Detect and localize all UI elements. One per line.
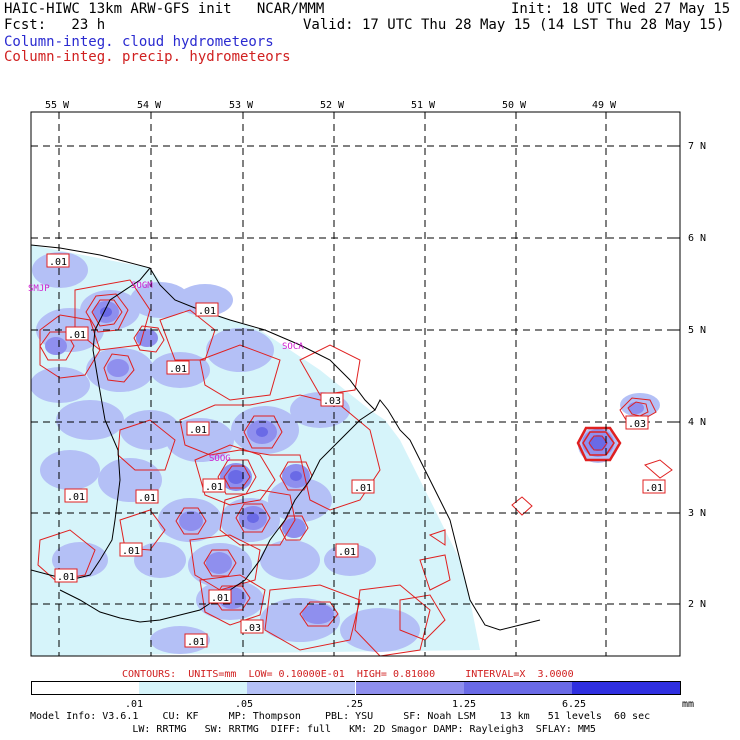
lon-label: 52 W — [320, 100, 345, 111]
coastline — [31, 244, 541, 631]
contour-label: .01 — [211, 593, 229, 604]
model-info-line2: LW: RRTMG SW: RRTMG DIFF: full KM: 2D Sm… — [30, 724, 596, 735]
forecast-hour: Fcst: 23 h — [4, 17, 106, 33]
contour-label-box — [642, 479, 666, 494]
contour-label-box — [46, 253, 70, 268]
contour-label-box — [240, 619, 264, 634]
lon-label: 51 W — [411, 100, 436, 111]
contour-label: .01 — [57, 572, 75, 583]
contour-label: .03 — [323, 396, 341, 407]
contour-label-box — [186, 421, 210, 436]
contour-label-box — [320, 392, 344, 407]
contour-label-box — [54, 568, 78, 583]
lon-label: 49 W — [592, 100, 617, 111]
precip-cell-offshore — [576, 426, 622, 462]
colorbar-unit: mm — [682, 699, 695, 710]
contour-label: .01 — [169, 364, 187, 375]
contour-label: .01 — [122, 546, 140, 557]
station-label: SOCA — [282, 342, 304, 352]
contour-label: .01 — [354, 483, 372, 494]
contour-label: .03 — [628, 419, 646, 430]
station-label: SOGM — [131, 281, 153, 291]
contour-label-box — [65, 326, 89, 341]
lat-label: 7 N — [688, 141, 707, 152]
colorbar-tick: 6.25 — [562, 699, 587, 710]
lon-label: 53 W — [229, 100, 254, 111]
lat-label: 3 N — [688, 508, 707, 519]
contour-info: CONTOURS: UNITS=mm LOW= 0.10000E-01 HIGH… — [122, 667, 574, 682]
contour-label: .01 — [205, 482, 223, 493]
colorbar-tick: .01 — [125, 699, 144, 710]
contour-label: .01 — [189, 425, 207, 436]
cloud-hydrometeor-shading — [31, 245, 660, 656]
colorbar-segment — [31, 681, 141, 695]
contour-label: .01 — [138, 493, 156, 504]
station-label: SOOG — [209, 454, 231, 464]
model-title: HAIC-HIWC 13km ARW-GFS init NCAR/MMM — [4, 1, 325, 17]
contour-label-box — [135, 489, 159, 504]
colorbar-segment — [571, 681, 681, 695]
colorbar-segment — [139, 681, 248, 695]
contour-label: .01 — [68, 330, 86, 341]
colorbar-tick: 1.25 — [452, 699, 477, 710]
contour-label: .01 — [198, 306, 216, 317]
contour-label-box — [64, 488, 88, 503]
valid-time: Valid: 17 UTC Thu 28 May 15 (14 LST Thu … — [303, 17, 725, 33]
contour-label-box — [166, 360, 190, 375]
axis-ticks — [58, 112, 680, 605]
colorbar-segment — [355, 681, 464, 695]
contour-label-box — [184, 633, 208, 648]
lon-label: 54 W — [137, 100, 162, 111]
contour-label: .01 — [67, 492, 85, 503]
contour-info-interval: INTERVAL=X 3.0000 — [465, 669, 574, 680]
contour-label: .01 — [338, 547, 356, 558]
lon-label: 50 W — [502, 100, 527, 111]
contour-info-high: HIGH= 0.81000 — [356, 669, 436, 680]
contour-info-contours: CONTOURS: — [122, 669, 177, 680]
legend-cloud-label: Column-integ. cloud hydrometeors — [4, 34, 274, 50]
graticule — [31, 112, 680, 656]
contour-label-box — [208, 589, 232, 604]
legend-precip-label: Column-integ. precip. hydrometeors — [4, 49, 291, 65]
contour-label-box — [351, 479, 375, 494]
lat-label: 4 N — [688, 417, 707, 428]
colorbar-tick: .25 — [345, 699, 364, 710]
model-info-line1: Model Info: V3.6.1 CU: KF MP: Thompson P… — [30, 711, 651, 722]
lon-label: 55 W — [45, 100, 70, 111]
contour-label-box — [335, 543, 359, 558]
contour-label-box — [119, 542, 143, 557]
contour-label: .01 — [645, 483, 663, 494]
colorbar-segment — [247, 681, 356, 695]
contour-label-box — [195, 302, 219, 317]
init-time: Init: 18 UTC Wed 27 May 15 — [511, 1, 731, 17]
contour-info-low: LOW= 0.10000E-01 — [248, 669, 345, 680]
station-label: SMJP — [28, 284, 50, 294]
colorbar-tick: .05 — [235, 699, 254, 710]
contour-info-units: UNITS=mm — [188, 669, 237, 680]
map-frame — [30, 111, 681, 657]
contour-label: .01 — [187, 637, 205, 648]
lat-label: 2 N — [688, 599, 707, 610]
contour-label: .03 — [243, 623, 261, 634]
contour-label-box — [202, 478, 226, 493]
lat-label: 6 N — [688, 233, 707, 244]
contour-label-group: .01 .01 .01 .01 .03 .01 .01 .01 .01 .01 .01 .01 .01.… — [46, 253, 666, 648]
contour-label: .01 — [49, 257, 67, 268]
colorbar-segment — [463, 681, 572, 695]
lat-label: 5 N — [688, 325, 707, 336]
contour-label-box — [625, 415, 649, 430]
